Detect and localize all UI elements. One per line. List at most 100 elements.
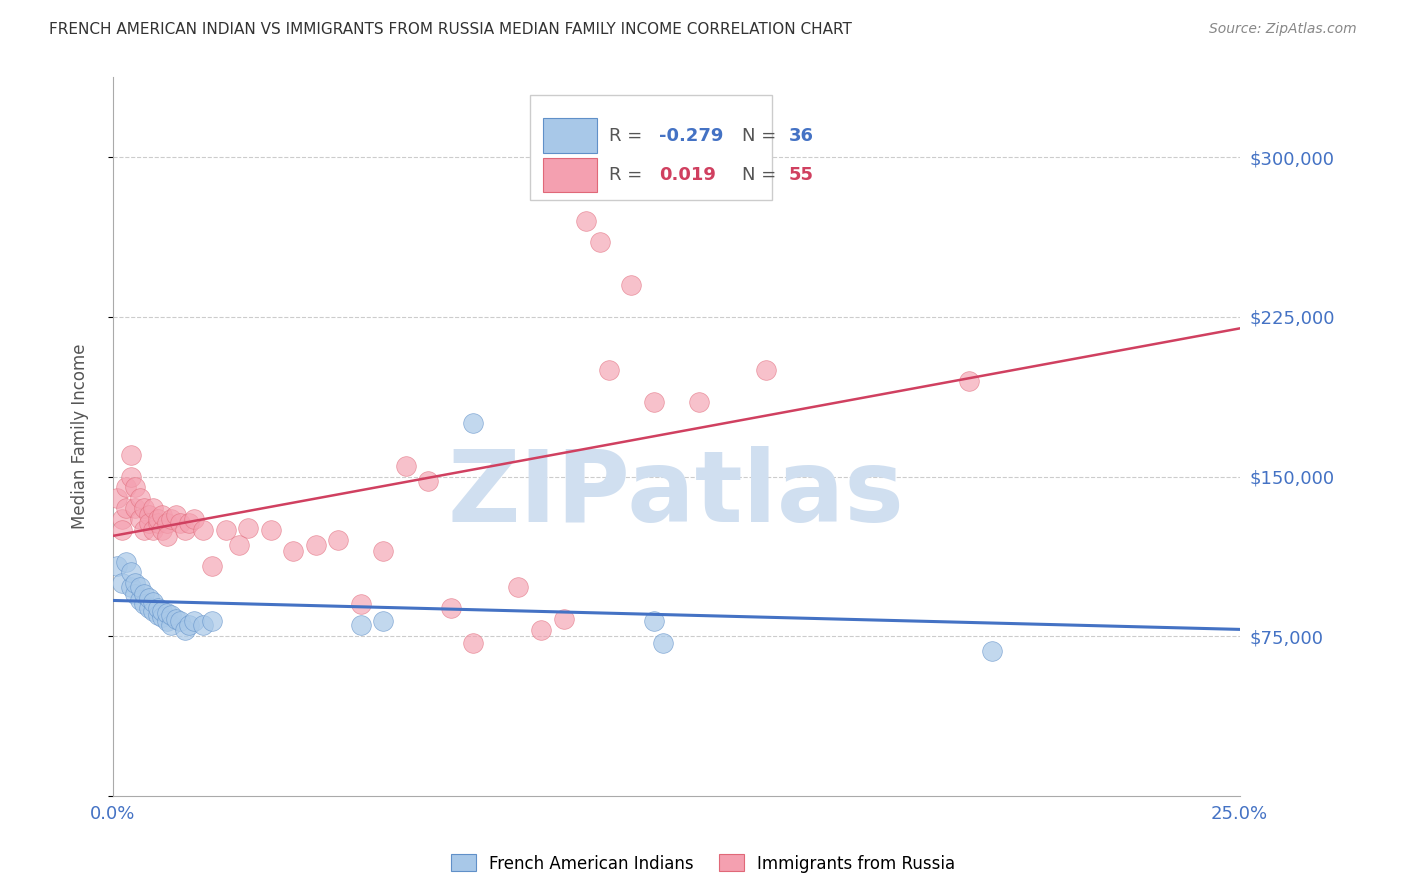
Point [165, 508, 187, 522]
Point [156, 606, 179, 620]
Point [134, 586, 156, 600]
Point [128, 593, 150, 607]
Point [111, 576, 134, 591]
Point [138, 601, 160, 615]
Point [530, 623, 553, 637]
Legend: French American Indians, Immigrants from Russia: French American Indians, Immigrants from… [444, 847, 962, 880]
Text: Source: ZipAtlas.com: Source: ZipAtlas.com [1209, 22, 1357, 37]
Text: 0.019: 0.019 [659, 166, 716, 184]
Point [179, 516, 201, 531]
Point [179, 618, 201, 632]
Point [651, 635, 673, 649]
Point [124, 501, 146, 516]
Point [146, 607, 169, 622]
Point [134, 523, 156, 537]
Point [165, 612, 187, 626]
Point [128, 512, 150, 526]
Point [598, 363, 620, 377]
Text: N =: N = [741, 127, 782, 145]
Text: 36: 36 [789, 127, 814, 145]
Point [350, 618, 373, 632]
Point [160, 618, 183, 632]
Point [105, 558, 128, 573]
Point [124, 586, 146, 600]
Point [105, 491, 128, 505]
FancyBboxPatch shape [543, 119, 598, 153]
Point [128, 580, 150, 594]
Point [259, 523, 281, 537]
Point [174, 523, 197, 537]
Point [146, 516, 169, 531]
Point [305, 538, 328, 552]
Point [328, 533, 350, 548]
Point [418, 474, 440, 488]
Point [160, 607, 183, 622]
Point [350, 597, 373, 611]
Point [138, 508, 160, 522]
Point [169, 516, 191, 531]
Point [755, 363, 778, 377]
Point [152, 508, 174, 522]
Point [373, 614, 395, 628]
Point [156, 516, 179, 531]
Point [120, 469, 142, 483]
Point [201, 558, 224, 573]
Point [156, 614, 179, 628]
Point [373, 544, 395, 558]
Point [134, 597, 156, 611]
FancyBboxPatch shape [543, 158, 598, 193]
Text: FRENCH AMERICAN INDIAN VS IMMIGRANTS FROM RUSSIA MEDIAN FAMILY INCOME CORRELATIO: FRENCH AMERICAN INDIAN VS IMMIGRANTS FRO… [49, 22, 852, 37]
Point [138, 591, 160, 605]
Point [553, 612, 575, 626]
Point [620, 277, 643, 292]
Point [201, 614, 224, 628]
Point [115, 555, 138, 569]
Text: 55: 55 [789, 166, 814, 184]
Point [152, 610, 174, 624]
Point [152, 604, 174, 618]
Text: R =: R = [609, 166, 648, 184]
Point [643, 395, 665, 409]
Point [156, 529, 179, 543]
Point [228, 538, 250, 552]
Point [134, 501, 156, 516]
Point [191, 618, 214, 632]
Point [160, 512, 183, 526]
Point [124, 576, 146, 591]
Point [115, 480, 138, 494]
Point [120, 580, 142, 594]
Point [463, 417, 485, 431]
Point [174, 623, 197, 637]
Point [643, 614, 665, 628]
Point [142, 604, 165, 618]
Point [115, 501, 138, 516]
Point [957, 374, 980, 388]
Text: R =: R = [609, 127, 648, 145]
Point [120, 566, 142, 580]
Point [688, 395, 710, 409]
Point [111, 512, 134, 526]
Point [508, 580, 530, 594]
Point [440, 601, 463, 615]
Point [575, 214, 598, 228]
Point [214, 523, 236, 537]
Point [142, 501, 165, 516]
Point [111, 523, 134, 537]
Text: ZIPatlas: ZIPatlas [447, 446, 904, 542]
Point [191, 523, 214, 537]
Point [980, 644, 1002, 658]
Point [120, 448, 142, 462]
Y-axis label: Median Family Income: Median Family Income [72, 343, 89, 529]
Point [138, 516, 160, 531]
Point [395, 458, 418, 473]
Point [146, 512, 169, 526]
Point [124, 480, 146, 494]
Point [169, 614, 191, 628]
Point [128, 491, 150, 505]
Point [236, 520, 259, 534]
Point [588, 235, 610, 250]
Text: N =: N = [741, 166, 782, 184]
Point [463, 635, 485, 649]
Point [146, 601, 169, 615]
Point [142, 595, 165, 609]
